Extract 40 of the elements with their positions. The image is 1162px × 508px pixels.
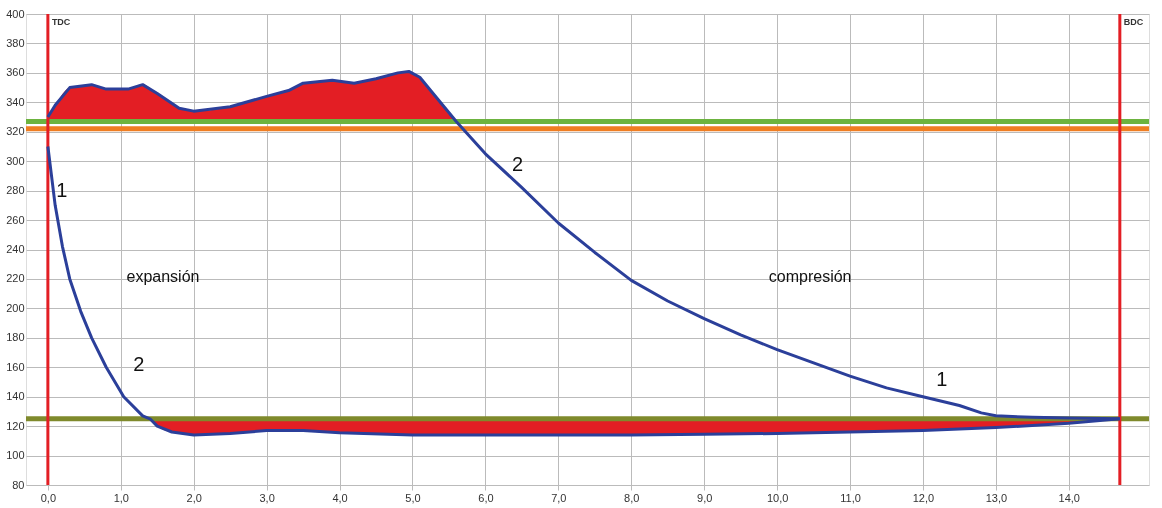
y-tick-label: 240	[6, 243, 25, 255]
x-tick-label: 4,0	[332, 491, 348, 504]
annotation: expansión	[126, 267, 200, 285]
x-tick-label: 2,0	[186, 491, 202, 504]
x-tick-label: 3,0	[259, 491, 275, 504]
x-tick-label: 5,0	[405, 491, 421, 504]
x-tick-label: 8,0	[624, 491, 640, 504]
y-tick-label: 140	[6, 390, 25, 403]
y-tick-label: 320	[6, 125, 25, 138]
y-tick-label: 280	[6, 184, 25, 197]
y-tick-label: 360	[6, 66, 25, 79]
x-tick-label: 7,0	[551, 491, 567, 504]
ref-line-label: BDC	[1123, 17, 1144, 27]
x-tick-label: 11,0	[840, 491, 861, 504]
annotation: 1	[936, 367, 948, 390]
x-tick-label: 0,0	[40, 491, 57, 504]
ref-line-label: TDC	[51, 17, 71, 27]
y-tick-label: 260	[6, 213, 25, 226]
y-tick-label: 220	[6, 272, 25, 285]
y-tick-label: 200	[6, 301, 25, 314]
x-tick-label: 13,0	[985, 491, 1008, 504]
annotation: 1	[56, 178, 68, 201]
y-tick-label: 80	[12, 478, 25, 491]
x-tick-label: 6,0	[478, 491, 494, 504]
x-tick-label: 1,0	[113, 491, 129, 504]
annotation: 2	[511, 152, 524, 175]
y-tick-label: 180	[6, 331, 25, 344]
y-tick-label: 160	[6, 360, 25, 373]
x-tick-label: 9,0	[697, 491, 713, 504]
x-tick-label: 10,0	[766, 491, 789, 504]
x-tick-label: 12,0	[912, 491, 935, 504]
y-tick-label: 120	[6, 419, 25, 432]
y-tick-label: 100	[6, 449, 25, 462]
annotation: compresión	[768, 267, 852, 285]
y-tick-label: 340	[6, 95, 25, 108]
annotation: 2	[133, 353, 145, 376]
y-tick-label: 400	[6, 7, 25, 20]
y-tick-label: 300	[6, 154, 25, 167]
x-tick-label: 14,0	[1058, 491, 1080, 504]
y-tick-label: 380	[6, 36, 25, 49]
